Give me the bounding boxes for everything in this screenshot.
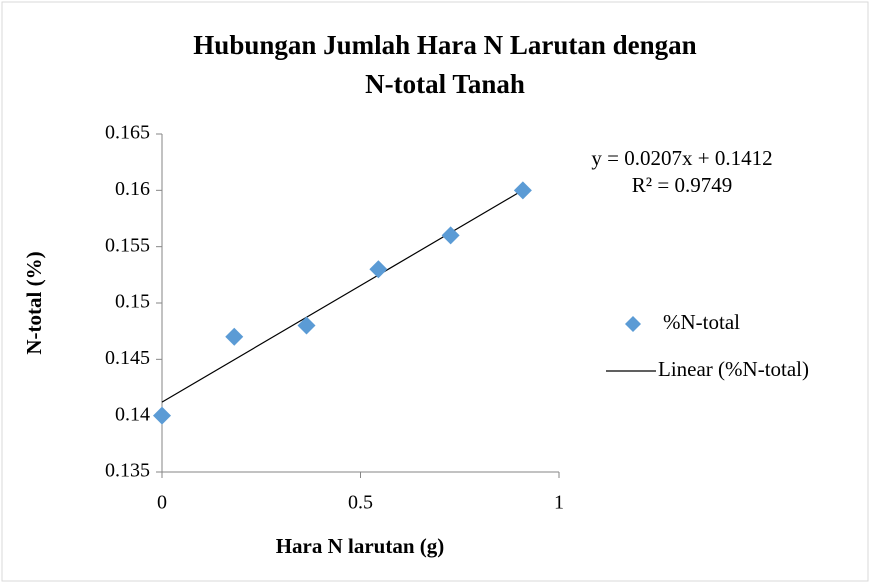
y-tick-label: 0.165 bbox=[105, 122, 150, 144]
data-point bbox=[441, 226, 460, 245]
data-point bbox=[225, 327, 244, 346]
y-tick-label: 0.135 bbox=[105, 460, 150, 482]
trendline-r2: R² = 0.9749 bbox=[632, 173, 732, 197]
data-point bbox=[297, 316, 316, 335]
y-tick-label: 0.145 bbox=[105, 347, 150, 369]
x-tick-label: 1 bbox=[554, 492, 564, 514]
chart-subtitle: N-total Tanah bbox=[365, 69, 525, 99]
trendline-equation: y = 0.0207x + 0.1412 bbox=[591, 146, 772, 170]
y-tick-label: 0.14 bbox=[115, 403, 150, 425]
y-axis-label: N-total (%) bbox=[22, 251, 46, 354]
legend-marker bbox=[625, 316, 641, 332]
chart-title: Hubungan Jumlah Hara N Larutan dengan bbox=[193, 30, 696, 60]
data-point bbox=[153, 406, 171, 425]
y-tick-label: 0.15 bbox=[115, 291, 150, 313]
x-axis-label: Hara N larutan (g) bbox=[276, 534, 445, 558]
legend-label: %N-total bbox=[663, 310, 740, 334]
data-point bbox=[369, 260, 388, 279]
legend-label: Linear (%N-total) bbox=[658, 357, 809, 381]
y-tick-label: 0.16 bbox=[115, 178, 150, 200]
x-tick-label: 0 bbox=[157, 492, 167, 514]
y-tick-label: 0.155 bbox=[105, 234, 150, 256]
x-tick-label: 0.5 bbox=[348, 492, 373, 514]
data-point bbox=[513, 181, 532, 200]
trendline bbox=[161, 189, 524, 403]
